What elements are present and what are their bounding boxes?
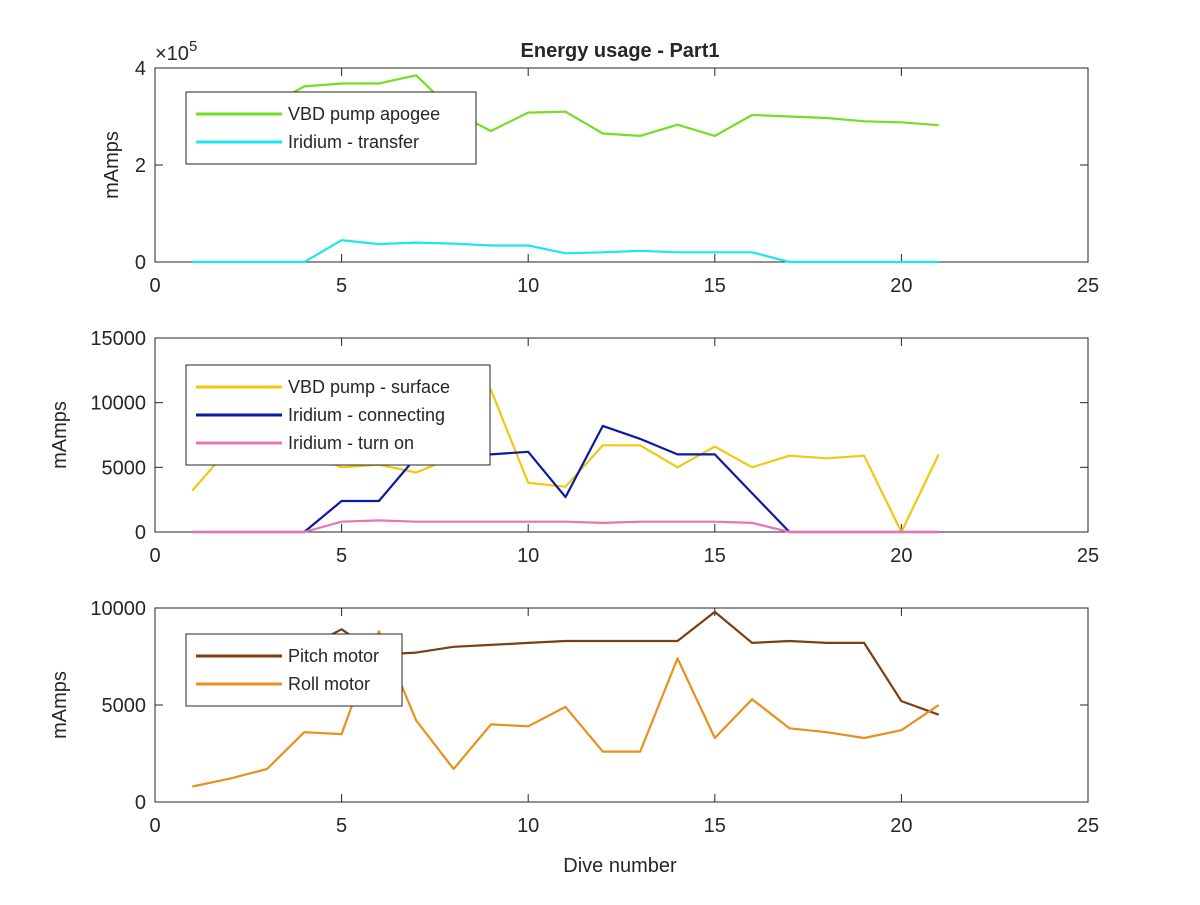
x-tick-label: 5	[336, 815, 347, 837]
x-tick-label: 20	[890, 815, 912, 837]
y-tick-label: 0	[135, 522, 146, 544]
subplot-3: 0 5 10 15 20 25 0 5000 10000 mAmps Pitch motor Roll…	[49, 598, 1099, 837]
series-line	[192, 630, 940, 788]
legend-label: Pitch motor	[288, 646, 379, 666]
y-tick-label: 0	[135, 252, 146, 274]
series-line	[192, 519, 939, 534]
x-tick-label: 20	[890, 545, 912, 567]
legend-box	[185, 91, 477, 165]
y-tick-label: 15000	[90, 328, 146, 350]
y-axis-label: mAmps	[49, 671, 71, 739]
x-tick-label: 20	[890, 275, 912, 297]
y-tick-label: 10000	[90, 598, 146, 620]
legend-label: Iridium - transfer	[288, 132, 419, 152]
y-tick-label: 5000	[102, 457, 147, 479]
y-tick-label: 5000	[102, 695, 147, 717]
x-tick-label: 10	[517, 545, 539, 567]
legend-label: VBD pump - surface	[288, 377, 450, 397]
x-tick-label: 0	[149, 545, 160, 567]
legend-label: Iridium - connecting	[288, 405, 445, 425]
y-axis-exponent: ×105	[155, 38, 197, 65]
legend: VBD pump - surface Iridium - connecting Ir…	[185, 364, 491, 466]
y-axis-exponent-power: 5	[189, 38, 197, 55]
x-tick-label: 0	[149, 275, 160, 297]
series-line	[192, 239, 939, 264]
x-tick-label: 0	[149, 815, 160, 837]
legend-label: VBD pump apogee	[288, 104, 440, 124]
x-tick-label: 10	[517, 815, 539, 837]
subplot-2: 0 5 10 15 20 25 0 5000 10000 15000 mAmps VBD pump -…	[49, 328, 1099, 567]
x-tick-label: 15	[704, 275, 726, 297]
legend-label: Iridium - turn on	[288, 433, 414, 453]
x-tick-label: 25	[1077, 275, 1099, 297]
x-tick-label: 5	[336, 275, 347, 297]
legend: Pitch motor Roll motor	[185, 633, 403, 707]
x-tick-label: 10	[517, 275, 539, 297]
chart-title: Energy usage - Part1	[521, 40, 720, 62]
x-tick-label: 15	[704, 545, 726, 567]
x-tick-label: 15	[704, 815, 726, 837]
y-tick-label: 2	[135, 155, 146, 177]
subplot-1: 0 5 10 15 20 25 0 2 4 ×105 mAmps VBD pump apogee Iri…	[101, 38, 1099, 297]
series-line	[191, 74, 939, 137]
y-axis-label: mAmps	[101, 131, 123, 199]
legend-label: Roll motor	[288, 674, 370, 694]
x-tick-label: 25	[1077, 815, 1099, 837]
y-tick-label: 4	[135, 58, 146, 80]
y-axis-label: mAmps	[49, 401, 71, 469]
legend: VBD pump apogee Iridium - transfer	[185, 91, 477, 165]
subplot-group: 0 5 10 15 20 25 0 2 4 ×105 mAmps VBD pump apogee Iri…	[49, 38, 1099, 837]
x-tick-label: 25	[1077, 545, 1099, 567]
x-tick-label: 5	[336, 545, 347, 567]
y-tick-label: 0	[135, 792, 146, 814]
legend-box	[185, 633, 403, 707]
x-axis-label: Dive number	[563, 855, 677, 877]
y-tick-label: 10000	[90, 393, 146, 415]
